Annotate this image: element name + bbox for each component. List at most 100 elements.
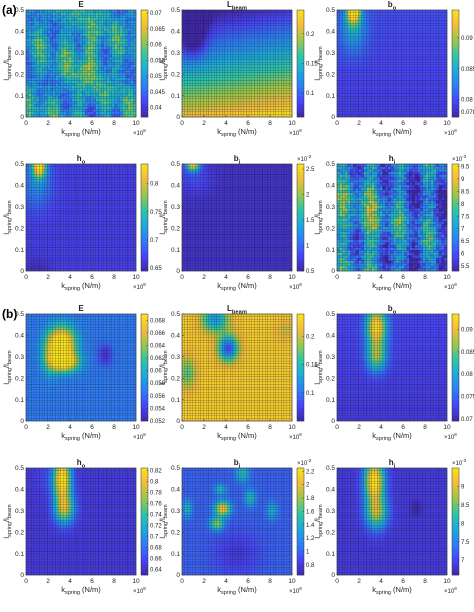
heatmap-cell [371,69,375,73]
heatmap-cell [425,72,429,76]
heatmap-cell [98,109,102,112]
heatmap-cell [366,12,370,16]
heatmap-cell [363,109,367,112]
heatmap-cell [58,38,62,42]
heatmap-cell [355,98,359,102]
heatmap-cell [181,80,185,84]
heatmap-cell [36,75,40,79]
heatmap-cell [50,75,54,79]
heatmap-cell [390,22,394,26]
heatmap-cell [387,114,391,118]
heatmap-cell [393,67,397,71]
heatmap-cell [238,59,242,63]
heatmap-cell [425,114,429,118]
heatmap-cell [208,85,212,89]
heatmap-cell [281,98,285,102]
heatmap-cell [251,33,255,37]
heatmap-cell [106,9,110,13]
heatmap-cell [347,114,351,118]
heatmap-cell [352,51,356,55]
heatmap-cell [200,41,204,45]
heatmap-cell [339,49,343,52]
heatmap-cell [270,80,274,84]
heatmap-cell [403,85,407,89]
heatmap-cell [270,30,274,34]
heatmap-cell [130,46,134,50]
heatmap-cell [206,95,210,99]
heatmap-cell [66,46,70,50]
heatmap-cell [63,111,67,115]
heatmap-cell [203,41,207,45]
heatmap-cell [127,85,131,89]
heatmap-cell [371,54,375,58]
heatmap-cell [342,35,346,39]
heatmap-cell [130,114,134,118]
colorbar-step [297,68,304,72]
heatmap-cell [395,56,399,60]
heatmap-cell [254,35,258,39]
heatmap-cell [395,28,399,32]
heatmap-cell [39,43,43,47]
heatmap-cell [36,69,40,73]
heatmap-cell [25,56,29,60]
heatmap-cell [195,38,199,42]
heatmap-cell [68,90,72,94]
heatmap-cell [363,101,367,105]
heatmap-cell [76,85,80,89]
heatmap-cell [74,9,78,13]
heatmap-cell [371,90,375,94]
heatmap-cell [420,15,424,19]
heatmap-cell [181,77,185,81]
heatmap-cell [406,12,410,16]
heatmap-cell [95,49,99,52]
heatmap-cell [92,33,96,37]
heatmap-cell [377,101,381,105]
heatmap-cell [273,103,277,107]
heatmap-cell [50,20,54,24]
heatmap-cell [430,95,434,99]
heatmap-cell [278,82,282,86]
heatmap-cell [68,103,72,107]
heatmap-cell [28,54,32,58]
heatmap-cell [208,46,212,50]
heatmap-cell [184,25,188,29]
heatmap-cell [409,106,413,110]
heatmap-cell [52,114,56,118]
heatmap-cell [60,59,64,63]
heatmap-cell [267,111,271,115]
heatmap-cell [417,106,421,110]
heatmap-cell [377,41,381,45]
heatmap-cell [66,62,70,65]
colorbar-step [297,55,304,59]
heatmap-cell [240,35,244,39]
heatmap-cell [219,72,223,76]
heatmap-cell [251,80,255,84]
heatmap-cell [275,20,279,24]
heatmap-cell [76,35,80,39]
heatmap-cell [214,98,218,102]
heatmap-cell [232,111,236,115]
heatmap-cell [406,69,410,73]
heatmap-cell [355,82,359,86]
heatmap-cell [344,56,348,60]
heatmap-cell [208,38,212,42]
heatmap-cell [95,30,99,34]
heatmap-cell [219,106,223,110]
heatmap-cell [52,109,56,112]
heatmap-cell [76,56,80,60]
heatmap-cell [366,106,370,110]
heatmap-cell [371,35,375,39]
heatmap-cell [103,82,107,86]
heatmap-cell [187,88,191,92]
heatmap-cell [39,111,43,115]
heatmap-cell [111,56,115,60]
heatmap-cell [270,15,274,19]
heatmap-cell [238,33,242,37]
heatmap-cell [363,41,367,45]
colorbar-frame [140,9,149,118]
heatmap-cell [41,95,45,99]
heatmap-cell [240,88,244,92]
heatmap-cell [339,77,343,81]
heatmap-cell [406,20,410,24]
heatmap-cell [79,85,83,89]
